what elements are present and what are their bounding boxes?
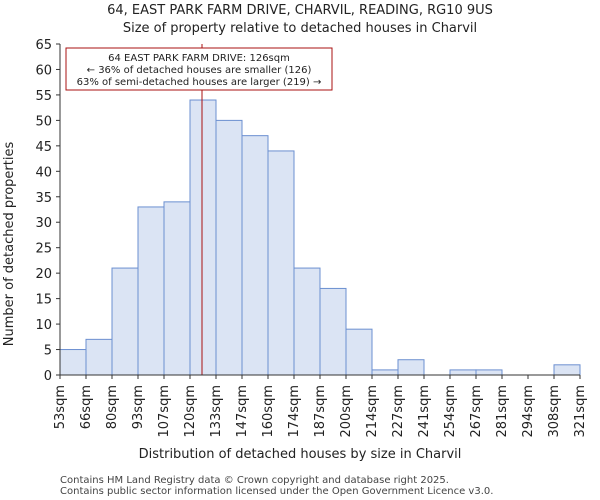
y-axis-label: Number of detached properties — [2, 142, 17, 347]
x-tick-label: 267sqm — [469, 385, 484, 438]
bar-80sqm — [111, 267, 139, 376]
bar-53sqm — [59, 349, 87, 376]
bar-133sqm — [215, 119, 243, 376]
bar-174sqm — [293, 267, 321, 376]
y-tick-label: 60 — [35, 63, 52, 78]
x-tick-label: 93sqm — [131, 385, 146, 429]
bar-120sqm — [189, 99, 217, 376]
footer-line-2: Contains public sector information licen… — [60, 486, 493, 497]
bar-107sqm — [163, 201, 191, 376]
bar-227sqm — [397, 359, 425, 376]
bar-160sqm — [267, 150, 295, 376]
y-tick-label: 55 — [35, 89, 52, 104]
footer-line-1: Contains HM Land Registry data © Crown c… — [60, 475, 449, 486]
x-tick-labels: 53sqm 66sqm 80sqm 93sqm 107sqm 120sqm 133sqm 14… — [53, 375, 588, 438]
chart-title: 64, EAST PARK FARM DRIVE, CHARVIL, READI… — [107, 3, 493, 18]
annotation-box: 64 EAST PARK FARM DRIVE: 126sqm ← 36% of… — [65, 47, 333, 91]
x-tick-label: 241sqm — [417, 385, 432, 438]
y-tick-label: 5 — [44, 344, 52, 359]
annotation-line-1: 64 EAST PARK FARM DRIVE: 126sqm — [108, 53, 290, 64]
x-tick-label: 174sqm — [287, 385, 302, 438]
x-tick-label: 281sqm — [495, 385, 510, 438]
annotation-frame — [65, 47, 333, 91]
x-tick-label: 107sqm — [157, 385, 172, 438]
bar-308sqm — [553, 364, 581, 376]
x-tick-label: 66sqm — [79, 385, 94, 429]
chart-subtitle: Size of property relative to detached ho… — [123, 21, 477, 36]
y-tick-label: 15 — [35, 293, 52, 308]
x-tick-label: 200sqm — [339, 385, 354, 438]
y-tick-label: 20 — [35, 267, 52, 282]
x-tick-label: 160sqm — [261, 385, 276, 438]
x-tick-label: 120sqm — [183, 385, 198, 438]
bar-200sqm — [345, 328, 373, 376]
x-tick-label: 294sqm — [521, 385, 536, 438]
y-tick-labels: 0 5 10 15 20 25 30 35 40 45 50 55 60 65 — [35, 38, 60, 384]
annotation-line-3: 63% of semi-detached houses are larger (… — [77, 77, 322, 88]
y-tick-label: 45 — [35, 140, 52, 155]
x-tick-label: 80sqm — [105, 385, 120, 429]
bars-layer — [59, 99, 581, 376]
x-tick-label: 214sqm — [365, 385, 380, 438]
y-tick-label: 0 — [44, 369, 52, 384]
y-tick-label: 25 — [35, 242, 52, 257]
x-tick-label: 147sqm — [235, 385, 250, 438]
annotation-line-2: ← 36% of detached houses are smaller (12… — [87, 65, 312, 76]
x-tick-label: 227sqm — [391, 385, 406, 438]
bar-214sqm — [371, 369, 399, 376]
y-tick-label: 30 — [35, 216, 52, 231]
bar-267sqm — [475, 369, 503, 376]
bar-93sqm — [137, 206, 165, 376]
x-tick-label: 187sqm — [313, 385, 328, 438]
bar-66sqm — [85, 338, 113, 376]
x-tick-label: 321sqm — [573, 385, 588, 438]
y-tick-label: 65 — [35, 38, 52, 53]
x-tick-label: 254sqm — [443, 385, 458, 438]
x-axis-label: Distribution of detached houses by size … — [139, 447, 462, 462]
bar-147sqm — [241, 135, 269, 376]
x-tick-label: 53sqm — [53, 385, 68, 429]
y-tick-label: 40 — [35, 165, 52, 180]
bar-187sqm — [319, 287, 347, 376]
x-tick-label: 308sqm — [547, 385, 562, 438]
bar-254sqm — [449, 369, 477, 376]
x-tick-label: 133sqm — [209, 385, 224, 438]
y-tick-label: 10 — [35, 318, 52, 333]
y-tick-label: 35 — [35, 191, 52, 206]
y-tick-label: 50 — [35, 114, 52, 129]
